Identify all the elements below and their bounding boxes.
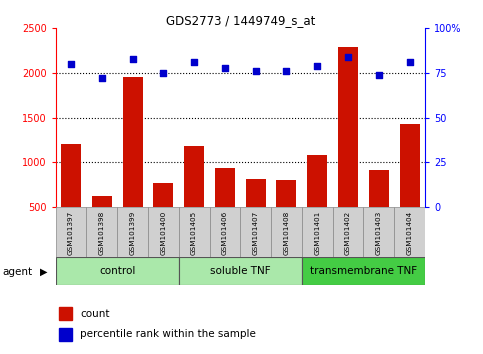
Bar [333,207,364,257]
Text: GSM101397: GSM101397 [68,211,74,255]
Text: GSM101398: GSM101398 [99,211,105,255]
Bar [399,124,420,252]
Text: ▶: ▶ [40,267,47,276]
Bar [364,207,394,257]
Point [313,63,321,69]
Bar [369,170,389,252]
Bar [276,180,297,252]
Text: GSM101401: GSM101401 [314,211,320,255]
Text: GSM101402: GSM101402 [345,211,351,255]
Bar [148,207,179,257]
Point [283,68,290,74]
Text: GSM101406: GSM101406 [222,211,228,255]
Point [67,61,75,67]
Point [221,65,229,70]
Text: GSM101404: GSM101404 [407,211,412,255]
Bar [271,207,302,257]
Bar [61,144,81,252]
Bar [179,207,210,257]
Bar [123,76,142,252]
Text: GSM101405: GSM101405 [191,211,197,255]
Text: transmembrane TNF: transmembrane TNF [310,266,417,276]
Point [406,59,413,65]
Text: agent: agent [2,267,32,276]
Bar [92,196,112,252]
Text: control: control [99,266,135,276]
Bar [59,328,72,341]
Text: GSM101400: GSM101400 [160,211,166,255]
Bar [56,257,179,285]
Bar [307,155,327,252]
Bar [215,168,235,252]
Bar [117,207,148,257]
Title: GDS2773 / 1449749_s_at: GDS2773 / 1449749_s_at [166,14,315,27]
Point [190,59,198,65]
Text: count: count [80,309,110,319]
Point [159,70,167,76]
Bar [240,207,271,257]
Point [252,68,259,74]
Text: percentile rank within the sample: percentile rank within the sample [80,330,256,339]
Text: GSM101399: GSM101399 [129,211,136,255]
Text: GSM101407: GSM101407 [253,211,259,255]
Bar [338,47,358,252]
Text: GSM101408: GSM101408 [284,211,289,255]
Bar [184,146,204,252]
Bar [179,257,302,285]
Bar [394,207,425,257]
Bar [302,257,425,285]
Point [344,54,352,60]
Bar [246,179,266,252]
Bar [59,307,72,320]
Bar [56,207,86,257]
Text: soluble TNF: soluble TNF [210,266,270,276]
Bar [302,207,333,257]
Point [128,56,136,62]
Text: GSM101403: GSM101403 [376,211,382,255]
Point [375,72,383,78]
Bar [86,207,117,257]
Point [98,75,106,81]
Bar [153,183,173,252]
Bar [210,207,240,257]
